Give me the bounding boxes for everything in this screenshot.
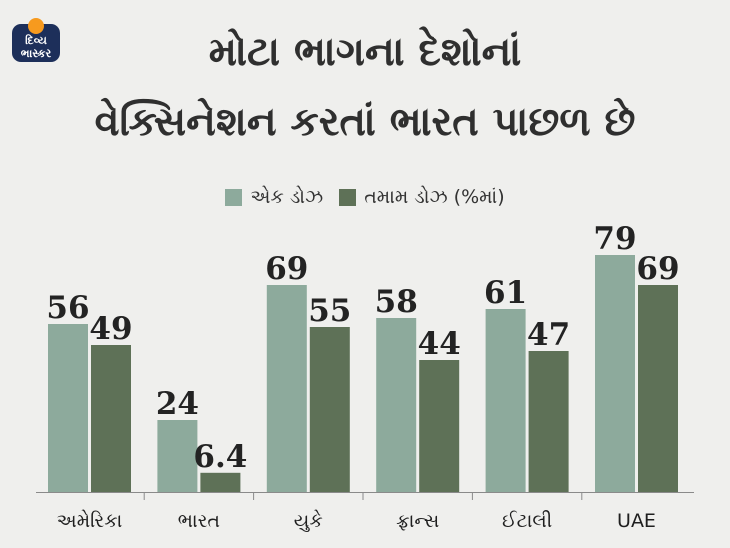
bar-series-1-1 bbox=[157, 420, 198, 492]
bar-series-2-4 bbox=[528, 351, 569, 492]
data-label-series-1-5: 79 bbox=[593, 221, 636, 257]
bar-series-2-5 bbox=[638, 285, 678, 492]
data-label-series-1-0: 56 bbox=[46, 290, 89, 326]
category-label-1: ભારત bbox=[178, 510, 220, 532]
data-label-series-1-2: 69 bbox=[265, 251, 308, 287]
category-label-2: યુકે bbox=[294, 510, 323, 532]
data-label-series-2-1: 6.4 bbox=[193, 439, 247, 475]
bar-series-1-0 bbox=[48, 324, 88, 492]
data-label-series-1-4: 61 bbox=[484, 275, 527, 311]
data-label-series-2-4: 47 bbox=[527, 317, 570, 353]
bar-series-1-3 bbox=[376, 318, 417, 492]
category-label-4: ઈટાલી bbox=[502, 510, 552, 532]
bar-series-1-2 bbox=[266, 285, 307, 492]
bar-series-2-0 bbox=[91, 345, 131, 492]
logo-line-1: દિવ્ય bbox=[25, 34, 47, 47]
legend-swatch-series-2 bbox=[339, 188, 357, 206]
bar-series-2-1 bbox=[200, 472, 241, 492]
sun-icon bbox=[12, 18, 60, 62]
data-label-series-2-0: 49 bbox=[89, 311, 132, 347]
chart-title-line-1: મોટા ભાગના દેશોનાં bbox=[208, 29, 522, 75]
data-label-series-2-3: 44 bbox=[418, 326, 461, 362]
legend-label-series-1: એક ડોઝ bbox=[250, 186, 324, 208]
legend-item-series-2: તમામ ડોઝ (%માં) bbox=[339, 186, 505, 208]
data-label-series-2-2: 55 bbox=[308, 293, 351, 329]
data-label-series-1-1: 24 bbox=[156, 386, 199, 422]
legend-label-series-2: તમામ ડોઝ (%માં) bbox=[364, 186, 505, 208]
bar-series-1-5 bbox=[595, 255, 635, 492]
bar-series-1-4 bbox=[485, 309, 526, 492]
logo-line-2: ભાસ્કર bbox=[20, 47, 52, 60]
category-label-5: UAE bbox=[617, 510, 656, 532]
brand-logo: દિવ્ય ભાસ્કર bbox=[6, 8, 66, 68]
data-label-series-1-3: 58 bbox=[375, 284, 418, 320]
chart-legend: એક ડોઝ તમામ ડોઝ (%માં) bbox=[0, 186, 730, 208]
legend-swatch-series-1 bbox=[225, 188, 243, 206]
bar-series-2-2 bbox=[309, 327, 350, 492]
category-label-0: અમેરિકા bbox=[57, 510, 123, 532]
legend-item-series-1: એક ડોઝ bbox=[225, 186, 323, 208]
category-label-3: ફ્રાન્સ bbox=[396, 510, 439, 532]
bar-series-2-3 bbox=[419, 360, 460, 492]
chart-title-line-2: વેક્સિનેશન કરતાં ભારત પાછળ છે bbox=[94, 99, 636, 145]
data-label-series-2-5: 69 bbox=[636, 251, 679, 287]
